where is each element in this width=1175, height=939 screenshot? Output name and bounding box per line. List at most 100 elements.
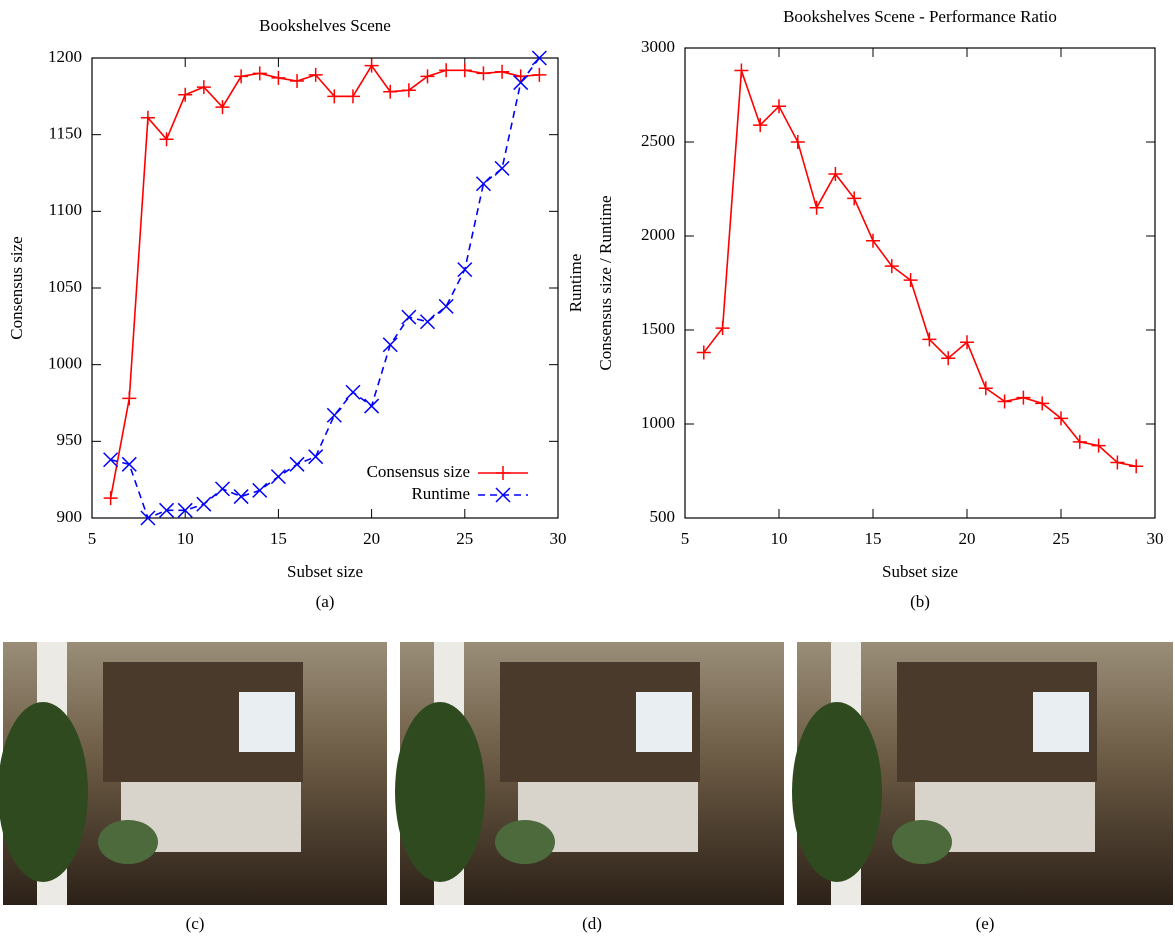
marker bbox=[178, 87, 193, 102]
marker bbox=[828, 166, 843, 181]
marker bbox=[457, 262, 473, 278]
y-tick-label: 1500 bbox=[641, 319, 675, 338]
marker bbox=[140, 110, 155, 125]
marker bbox=[513, 69, 528, 84]
marker bbox=[1035, 396, 1050, 411]
marker bbox=[941, 351, 956, 366]
photo-e bbox=[792, 642, 1173, 905]
marker bbox=[476, 66, 491, 81]
y-tick-label: 500 bbox=[650, 507, 676, 526]
chart-title: Bookshelves Scene bbox=[259, 16, 391, 35]
marker bbox=[475, 176, 491, 192]
x-tick-label: 10 bbox=[177, 529, 194, 548]
marker bbox=[270, 469, 286, 485]
marker bbox=[271, 70, 286, 85]
y-tick-label: 1050 bbox=[48, 277, 82, 296]
marker bbox=[383, 84, 398, 99]
series-line bbox=[110, 57, 540, 520]
marker bbox=[215, 100, 230, 115]
series-line bbox=[703, 70, 1137, 468]
legend-label: Consensus size bbox=[367, 462, 470, 481]
marker bbox=[196, 496, 212, 512]
marker bbox=[847, 191, 862, 206]
y-axis-label: Runtime bbox=[566, 254, 585, 313]
chart-title: Bookshelves Scene - Performance Ratio bbox=[783, 7, 1057, 26]
marker bbox=[772, 99, 786, 114]
x-tick-label: 5 bbox=[88, 529, 97, 548]
marker bbox=[439, 63, 454, 78]
marker bbox=[103, 491, 118, 506]
y-tick-label: 1150 bbox=[49, 124, 82, 143]
x-tick-label: 25 bbox=[1053, 529, 1070, 548]
marker bbox=[290, 74, 305, 88]
marker bbox=[790, 135, 805, 149]
photo-d bbox=[395, 642, 784, 905]
marker bbox=[122, 391, 137, 406]
marker bbox=[495, 64, 510, 79]
photo-c bbox=[0, 642, 387, 905]
x-tick-label: 30 bbox=[1147, 529, 1164, 548]
photo-caption: (e) bbox=[976, 914, 995, 933]
marker bbox=[327, 89, 342, 104]
marker bbox=[419, 314, 436, 330]
plot-frame bbox=[91, 57, 559, 519]
x-tick-label: 30 bbox=[550, 529, 567, 548]
y-tick-label: 1200 bbox=[48, 47, 82, 66]
marker bbox=[531, 50, 547, 66]
y-tick-label: 900 bbox=[57, 507, 83, 526]
marker bbox=[159, 132, 174, 147]
photo-caption: (d) bbox=[582, 914, 602, 933]
caption: (b) bbox=[910, 592, 930, 611]
marker bbox=[121, 456, 137, 472]
x-axis-label: Subset size bbox=[882, 562, 958, 581]
y-tick-label: 1000 bbox=[641, 413, 675, 432]
x-tick-label: 15 bbox=[270, 529, 287, 548]
marker bbox=[457, 63, 472, 78]
marker bbox=[345, 89, 360, 104]
marker bbox=[1091, 438, 1106, 453]
marker bbox=[401, 309, 417, 325]
x-tick-label: 15 bbox=[865, 529, 882, 548]
legend-marker bbox=[495, 487, 511, 503]
marker bbox=[196, 80, 211, 95]
y-axis-label: Consensus size / Runtime bbox=[596, 195, 615, 370]
marker bbox=[252, 66, 267, 81]
marker bbox=[364, 58, 379, 73]
marker bbox=[884, 259, 899, 274]
y-tick-label: 1100 bbox=[49, 200, 82, 219]
y-axis-label: Consensus size bbox=[7, 236, 26, 339]
x-tick-label: 5 bbox=[681, 529, 690, 548]
marker bbox=[960, 335, 974, 350]
legend-label: Runtime bbox=[411, 484, 470, 503]
legend-marker bbox=[496, 466, 510, 480]
marker bbox=[696, 345, 711, 360]
x-axis-label: Subset size bbox=[287, 562, 363, 581]
marker bbox=[345, 384, 361, 400]
marker bbox=[1129, 459, 1144, 474]
marker bbox=[903, 273, 918, 288]
y-tick-label: 1000 bbox=[48, 354, 82, 373]
marker bbox=[308, 67, 323, 82]
marker bbox=[420, 69, 435, 84]
marker bbox=[234, 69, 249, 84]
marker bbox=[140, 510, 156, 526]
marker bbox=[401, 83, 416, 98]
marker bbox=[513, 75, 529, 91]
y-tick-label: 950 bbox=[57, 430, 83, 449]
y-tick-label: 2500 bbox=[641, 131, 675, 150]
marker bbox=[252, 482, 268, 498]
marker bbox=[177, 502, 193, 518]
plot-frame bbox=[684, 47, 1156, 519]
marker bbox=[233, 489, 249, 505]
series-line bbox=[109, 64, 540, 499]
marker bbox=[494, 160, 510, 176]
marker bbox=[364, 398, 380, 414]
marker bbox=[866, 233, 880, 248]
y-tick-label: 3000 bbox=[641, 37, 675, 56]
marker bbox=[382, 337, 398, 353]
marker bbox=[734, 63, 749, 78]
marker bbox=[1016, 390, 1031, 405]
marker bbox=[214, 481, 231, 497]
